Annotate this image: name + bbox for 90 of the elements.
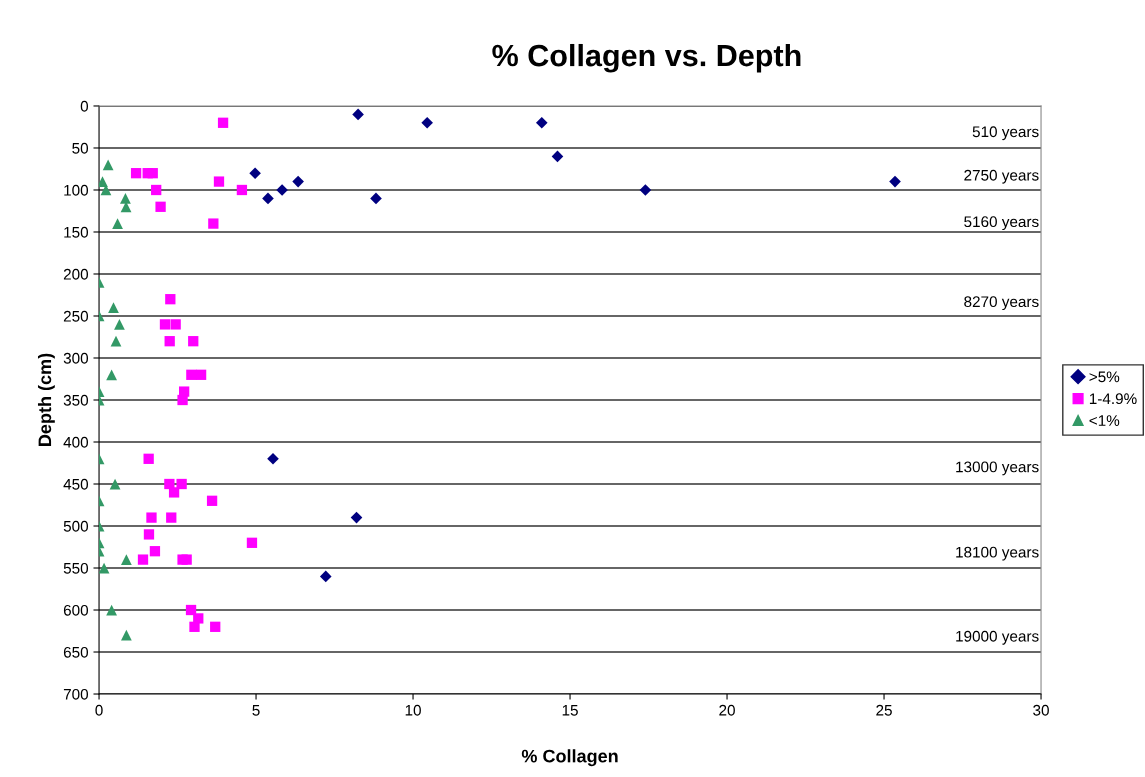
x-tick-label: 10 bbox=[405, 704, 421, 716]
legend-label: 1-4.9% bbox=[1089, 393, 1137, 405]
point bbox=[267, 452, 279, 465]
x-tick-label: 25 bbox=[876, 704, 892, 716]
annotation: 19000 years bbox=[956, 630, 1039, 645]
x-tick-label: 20 bbox=[719, 704, 735, 716]
annotation: 13000 years bbox=[956, 461, 1039, 476]
y-tick-label: 250 bbox=[63, 310, 89, 322]
point bbox=[120, 554, 132, 565]
point bbox=[352, 108, 364, 121]
point bbox=[210, 621, 221, 632]
point bbox=[99, 176, 108, 187]
point bbox=[176, 478, 187, 490]
annotation: 18100 years bbox=[956, 546, 1039, 561]
point bbox=[155, 201, 166, 212]
point bbox=[149, 546, 161, 557]
y-tick-label: 650 bbox=[63, 646, 89, 658]
y-tick-label: 150 bbox=[64, 226, 89, 238]
point bbox=[189, 621, 200, 632]
point bbox=[130, 168, 142, 179]
y-tick-label: 200 bbox=[63, 268, 89, 280]
point bbox=[112, 218, 123, 229]
x-tick-label: 30 bbox=[1033, 704, 1049, 716]
point bbox=[159, 319, 171, 330]
annotation: 8270 years bbox=[964, 296, 1039, 311]
point bbox=[217, 117, 229, 128]
point bbox=[147, 168, 158, 179]
point bbox=[110, 335, 122, 347]
x-axis-title: % Collagen bbox=[521, 749, 618, 767]
point bbox=[151, 184, 162, 196]
point bbox=[108, 302, 119, 313]
point bbox=[213, 176, 225, 187]
point bbox=[106, 369, 117, 381]
point bbox=[195, 369, 207, 380]
point bbox=[146, 512, 157, 523]
y-tick-label: 400 bbox=[63, 436, 89, 448]
y-axis-title: Depth (cm) bbox=[37, 353, 55, 446]
y-tick-label: 450 bbox=[63, 478, 89, 490]
point bbox=[137, 554, 149, 565]
legend-label: >5% bbox=[1089, 371, 1120, 383]
annotation: 2750 years bbox=[964, 169, 1039, 184]
point bbox=[350, 511, 363, 524]
point bbox=[292, 175, 304, 188]
point bbox=[639, 184, 652, 196]
point bbox=[889, 175, 901, 188]
point bbox=[106, 604, 117, 616]
annotation: 510 years bbox=[972, 126, 1039, 141]
y-tick-label: 700 bbox=[63, 688, 89, 700]
point bbox=[236, 184, 248, 196]
point bbox=[551, 150, 564, 163]
point bbox=[143, 453, 154, 464]
point bbox=[535, 116, 548, 129]
point bbox=[168, 487, 180, 498]
point bbox=[246, 537, 258, 548]
point bbox=[170, 319, 181, 330]
point bbox=[164, 478, 175, 490]
y-tick-label: 0 bbox=[80, 100, 89, 112]
point bbox=[177, 394, 188, 406]
point bbox=[102, 159, 114, 171]
y-tick-label: 550 bbox=[63, 562, 89, 574]
point bbox=[166, 512, 177, 523]
point bbox=[421, 116, 433, 129]
y-tick-label: 500 bbox=[63, 520, 89, 532]
x-tick-label: 15 bbox=[562, 704, 578, 716]
point bbox=[370, 192, 382, 205]
y-tick-label: 300 bbox=[63, 352, 89, 364]
point bbox=[181, 554, 192, 565]
point bbox=[99, 562, 110, 574]
point bbox=[319, 570, 332, 583]
point bbox=[165, 294, 176, 305]
y-tick-label: 50 bbox=[72, 142, 89, 154]
x-tick-label: 5 bbox=[252, 704, 260, 716]
point bbox=[186, 369, 197, 380]
y-tick-label: 350 bbox=[63, 394, 89, 406]
point bbox=[262, 192, 274, 205]
point bbox=[143, 529, 155, 540]
chart-title: % Collagen vs. Depth bbox=[492, 43, 801, 73]
x-tick-label: 0 bbox=[95, 704, 103, 716]
annotation: 5160 years bbox=[964, 216, 1039, 231]
point bbox=[114, 319, 125, 330]
point bbox=[208, 218, 219, 229]
point bbox=[249, 167, 261, 179]
y-tick-label: 100 bbox=[64, 184, 89, 196]
point bbox=[120, 629, 132, 641]
point bbox=[120, 193, 131, 204]
point bbox=[164, 336, 175, 347]
point bbox=[206, 495, 218, 506]
y-tick-label: 600 bbox=[63, 604, 89, 616]
legend-label: <1% bbox=[1089, 415, 1120, 426]
point bbox=[188, 336, 199, 347]
